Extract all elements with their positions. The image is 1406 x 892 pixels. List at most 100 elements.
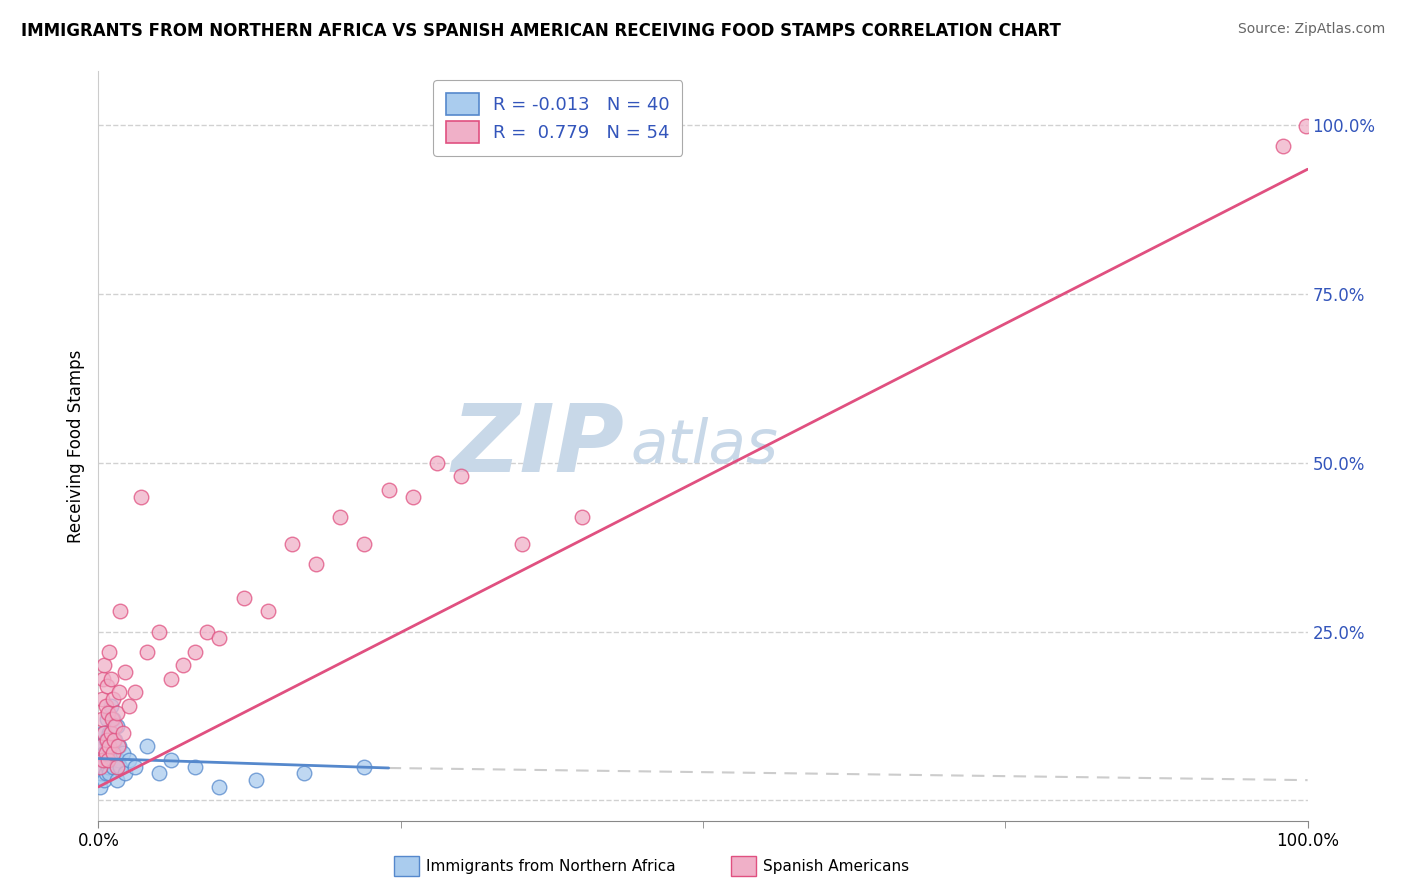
Point (101, 692, 124, 706)
Point (93, 726, 115, 740)
Point (89, 780, 111, 794)
Text: Immigrants from Northern Africa: Immigrants from Northern Africa (426, 859, 676, 873)
Point (104, 719, 127, 733)
Point (98, 766, 121, 780)
Point (160, 753, 183, 767)
Point (103, 732, 125, 747)
Point (118, 698, 141, 713)
Point (426, 456, 449, 470)
Point (377, 483, 399, 497)
Point (91, 672, 114, 686)
Point (245, 773, 267, 788)
Point (91, 739, 114, 754)
Point (101, 759, 124, 773)
Point (148, 766, 170, 780)
Point (100, 698, 122, 713)
Point (129, 490, 152, 504)
Point (101, 746, 124, 760)
Y-axis label: Receiving Food Stamps: Receiving Food Stamps (66, 350, 84, 542)
Point (94, 766, 117, 780)
Point (135, 739, 157, 754)
Point (208, 780, 231, 794)
Point (98, 739, 121, 754)
Point (90, 766, 112, 780)
Point (94, 698, 117, 713)
Point (208, 632, 231, 646)
Point (148, 624, 170, 639)
Point (160, 672, 183, 686)
Point (402, 490, 425, 504)
Point (100, 726, 122, 740)
Point (94, 732, 117, 747)
Point (118, 753, 141, 767)
Point (1272, 138, 1295, 153)
Legend: R = -0.013   N = 40, R =  0.779   N = 54: R = -0.013 N = 40, R = 0.779 N = 54 (433, 80, 682, 156)
Point (108, 604, 131, 618)
Point (105, 759, 128, 773)
Point (114, 665, 136, 680)
Point (124, 685, 146, 699)
Point (97, 753, 120, 767)
Text: Source: ZipAtlas.com: Source: ZipAtlas.com (1237, 22, 1385, 37)
Point (89, 759, 111, 773)
Point (353, 759, 375, 773)
Point (90, 739, 112, 754)
Point (103, 746, 125, 760)
Point (96, 753, 118, 767)
Point (232, 591, 254, 605)
Point (97, 759, 120, 773)
Point (101, 712, 124, 726)
Point (111, 726, 134, 740)
Point (184, 759, 207, 773)
Point (292, 766, 315, 780)
Point (108, 739, 131, 754)
Point (281, 537, 304, 551)
Point (98, 726, 121, 740)
Text: atlas: atlas (630, 417, 779, 475)
Point (96, 679, 118, 693)
Point (108, 759, 131, 773)
Point (105, 773, 128, 788)
Point (91, 759, 114, 773)
Point (124, 759, 146, 773)
Point (256, 604, 278, 618)
Point (104, 732, 127, 747)
Point (571, 509, 593, 524)
Point (100, 739, 122, 754)
Point (108, 685, 131, 699)
Point (98, 645, 121, 659)
Point (97, 706, 120, 720)
Point (100, 753, 122, 767)
Point (329, 509, 352, 524)
Point (172, 658, 194, 673)
Point (96, 732, 118, 747)
Point (105, 706, 128, 720)
Point (100, 712, 122, 726)
Point (96, 712, 118, 726)
Point (91, 753, 114, 767)
Point (1295, 119, 1317, 133)
Point (114, 766, 136, 780)
Point (91, 753, 114, 767)
Point (97, 739, 120, 754)
Point (100, 672, 122, 686)
Point (450, 469, 472, 483)
Point (107, 739, 129, 754)
Point (111, 746, 134, 760)
Point (135, 645, 157, 659)
Point (184, 645, 207, 659)
Text: Spanish Americans: Spanish Americans (763, 859, 910, 873)
Point (93, 658, 115, 673)
Point (93, 773, 115, 788)
Point (91, 692, 114, 706)
Point (305, 557, 328, 571)
Point (195, 624, 218, 639)
Point (107, 753, 129, 767)
Point (353, 537, 375, 551)
Point (105, 719, 128, 733)
Point (94, 746, 117, 760)
Point (510, 537, 533, 551)
Point (93, 746, 115, 760)
Point (91, 726, 114, 740)
Point (91, 712, 114, 726)
